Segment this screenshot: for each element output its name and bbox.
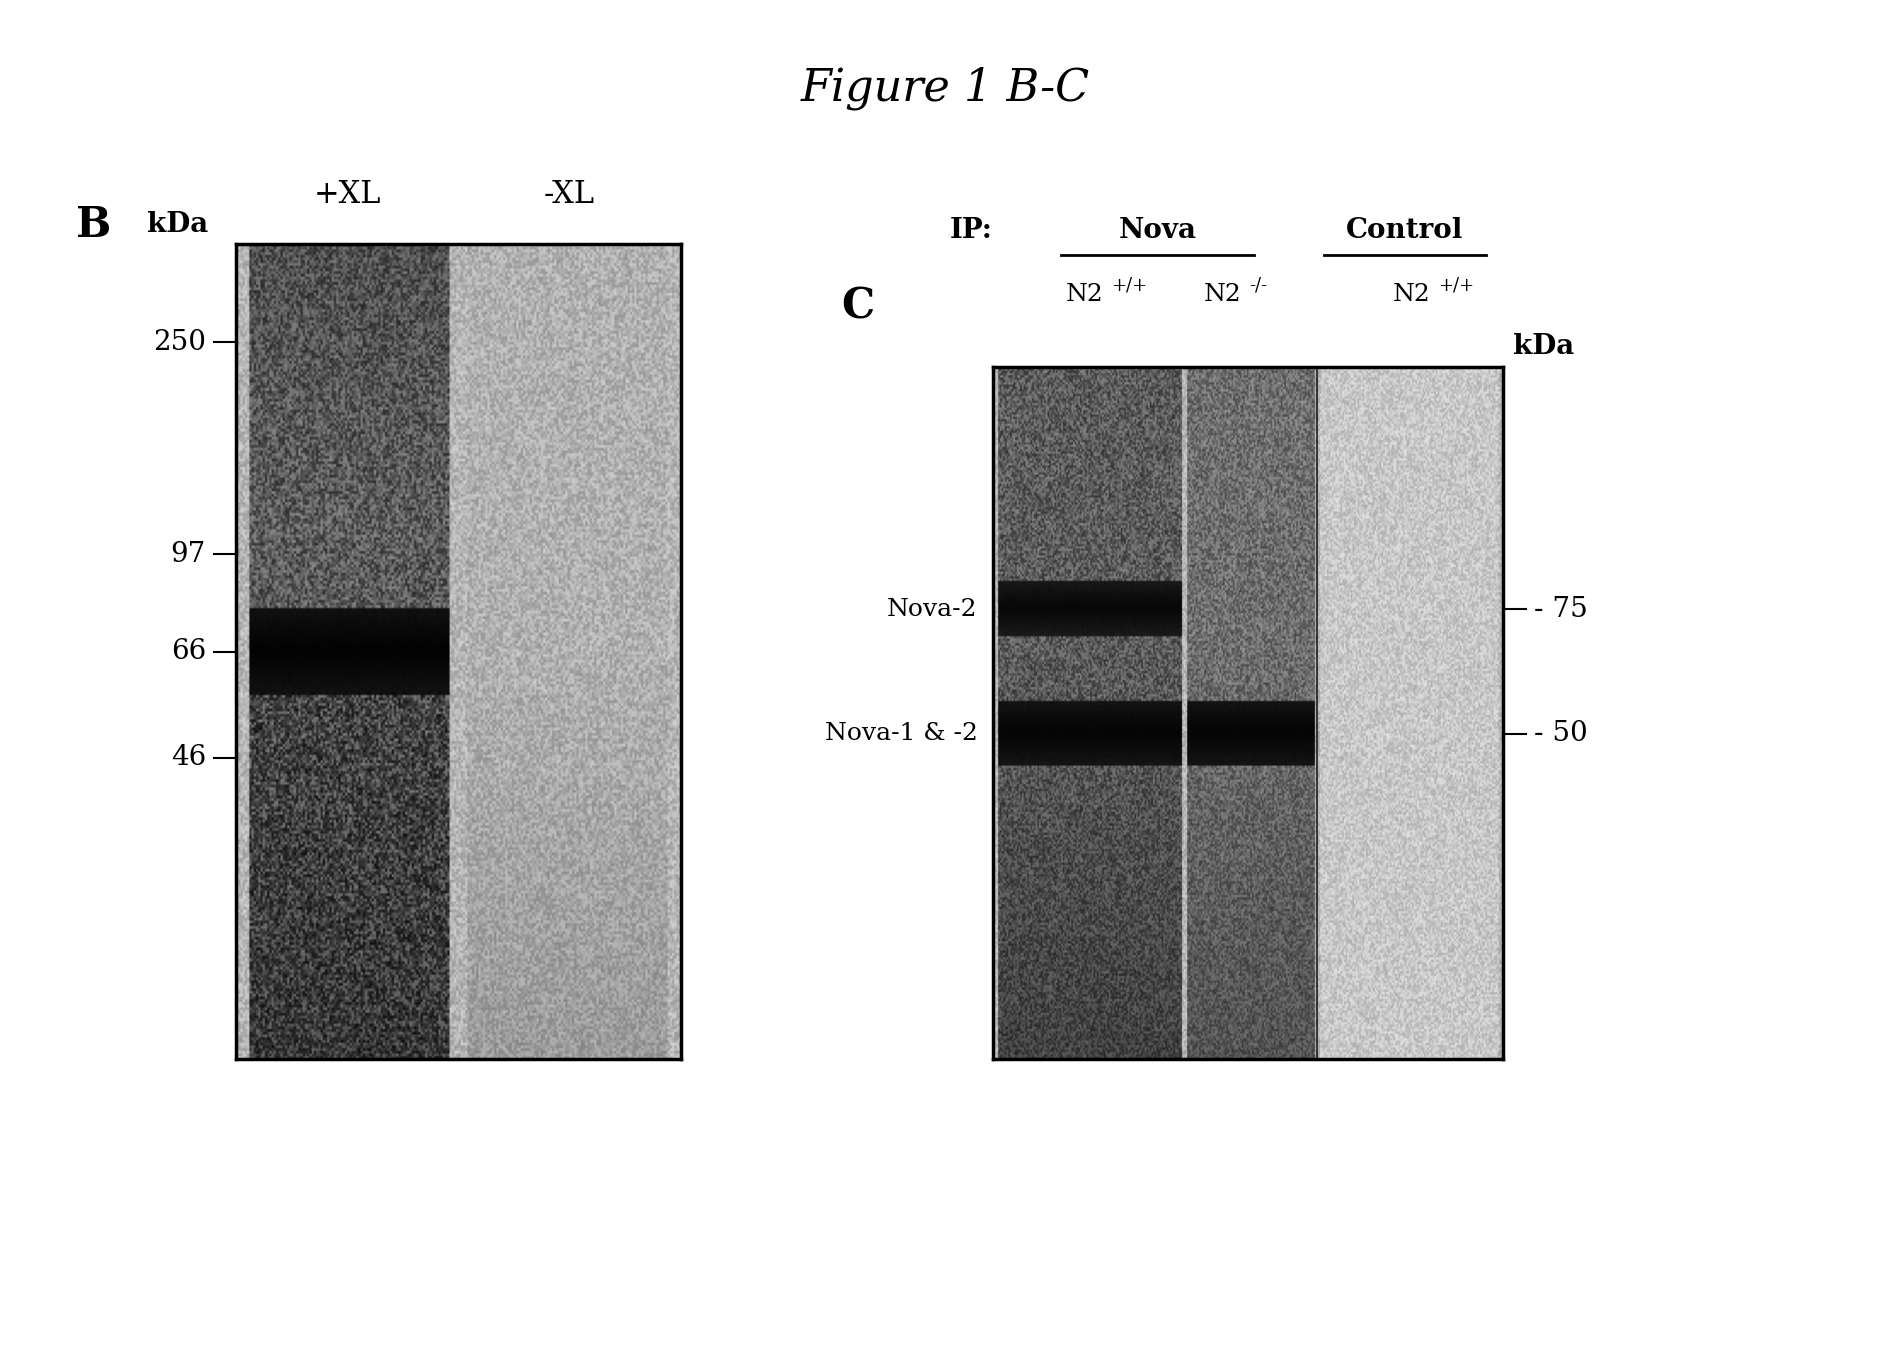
Text: +/+: +/+ <box>1112 277 1148 295</box>
Text: B: B <box>76 204 112 246</box>
Text: +/+: +/+ <box>1437 277 1475 295</box>
Text: 250: 250 <box>153 329 206 356</box>
Text: Nova: Nova <box>1118 217 1197 244</box>
Text: N2: N2 <box>1205 282 1240 306</box>
Text: Nova-1 & -2: Nova-1 & -2 <box>824 722 978 746</box>
Text: Figure 1 B-C: Figure 1 B-C <box>802 67 1089 110</box>
Text: N2: N2 <box>1067 282 1104 306</box>
Text: 46: 46 <box>170 744 206 771</box>
Text: Nova-2: Nova-2 <box>887 598 978 621</box>
Text: 97: 97 <box>170 540 206 568</box>
Text: -XL: -XL <box>545 179 596 210</box>
Text: kDa: kDa <box>1513 333 1573 360</box>
Text: - 75: - 75 <box>1534 596 1587 622</box>
Text: kDa: kDa <box>147 210 208 238</box>
Text: IP:: IP: <box>949 217 993 244</box>
Text: C: C <box>841 285 876 327</box>
Text: 66: 66 <box>170 638 206 665</box>
Text: Control: Control <box>1346 217 1464 244</box>
Text: +XL: +XL <box>314 179 382 210</box>
Text: - 50: - 50 <box>1534 720 1587 747</box>
Text: N2: N2 <box>1392 282 1430 306</box>
Text: -/-: -/- <box>1250 277 1267 295</box>
